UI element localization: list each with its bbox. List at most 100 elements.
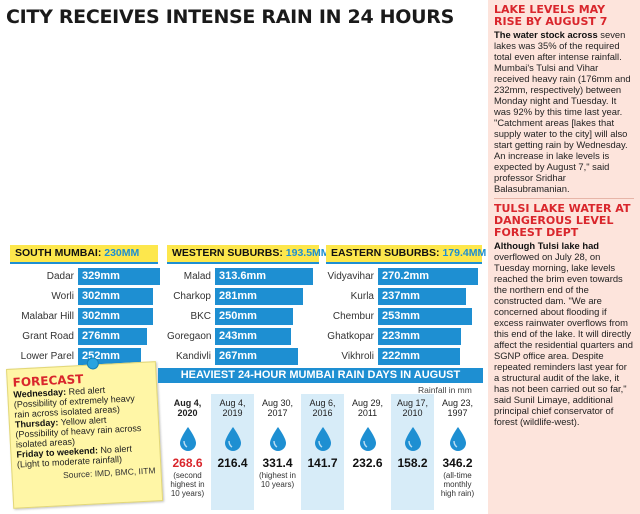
rain-day-value: 331.4 [262,456,293,470]
rain-bar: 302mm [78,308,153,325]
bar-label: Grant Road [22,331,74,342]
region-eastern-suburbs: EASTERN SUBURBS: 179.4MM Vidyavihar 270.2… [326,245,486,365]
raindrop-icon [269,427,286,451]
rain-day-value: 158.2 [397,456,428,470]
lake-levels-lead: The water stock across [494,29,598,40]
bar-label: Kurla [350,291,374,302]
rain-day-value: 216.4 [217,456,248,470]
rain-bar: 281mm [215,288,303,305]
raindrop-icon [224,427,241,451]
rain-bar: 313.6mm [215,268,313,285]
region-header: SOUTH MUMBAI: 230MM [10,245,158,262]
lake-levels-body: The water stock across seven lakes was 3… [494,29,634,194]
rain-day: Aug 4, 2020 268.6 (second highest in 10 ye… [166,394,209,510]
rain-bar: 302mm [78,288,153,305]
raindrop-icon [179,427,196,451]
sidebar: LAKE LEVELS MAY RISE BY AUGUST 7 The wat… [488,0,640,514]
rain-day: Aug 29, 2011 232.6 [346,394,389,510]
bar-label: Vidyavihar [327,271,374,282]
bar-row: Grant Road 276mm [10,328,158,346]
rain-bar: 253mm [378,308,472,325]
rain-day: Aug 30, 2017 331.4 (highest in 10 years) [256,394,299,510]
bar-row: Chembur 253mm [326,308,482,326]
bar-label: BKC [190,311,211,322]
rain-day: Aug 17, 2010 158.2 [391,394,434,510]
raindrop-icon [404,427,421,451]
region-total: 193.5MM [285,247,330,259]
bar-row: Vidyavihar 270.2mm [326,268,482,286]
rain-day-note: (all-time monthly high rain) [440,471,475,498]
rain-bar: 329mm [78,268,160,285]
bar-row: Malabar Hill 302mm [10,308,158,326]
bar-label: Worli [51,291,74,302]
raindrop-icon [449,427,466,451]
bar-row: Malad 313.6mm [167,268,319,286]
rain-day-note: (second highest in 10 years) [170,471,205,498]
tulsi-lake-text: overflowed on July 28, on Tuesday mornin… [494,251,633,427]
tulsi-lake-headline: TULSI LAKE WATER AT DANGEROUS LEVEL FORE… [494,202,631,239]
bar-row: Kandivli 267mm [167,348,319,366]
rain-day-value: 268.6 [172,456,203,470]
bar-label: Charkop [173,291,211,302]
rain-day: Aug 23, 1997 346.2 (all-time monthly high … [436,394,479,510]
raindrop-icon [359,427,376,451]
rain-day-date: Aug 17, 2010 [396,398,429,418]
rain-day: Aug 6, 2016 141.7 [301,394,344,510]
rain-day-date: Aug 4, 2019 [219,398,246,418]
rain-day-value: 346.2 [442,456,473,470]
rain-day-note: (highest in 10 years) [259,471,296,489]
region-name: EASTERN SUBURBS: [331,247,440,259]
region-name: WESTERN SUBURBS: [172,247,283,259]
rain-day-date: Aug 29, 2011 [351,398,384,418]
region-header: EASTERN SUBURBS: 179.4MM [326,245,486,262]
bar-row: Charkop 281mm [167,288,319,306]
region-divider [10,262,158,264]
lake-levels-headline: LAKE LEVELS MAY RISE BY AUGUST 7 [494,3,608,28]
bar-label: Dadar [46,271,74,282]
rain-day-date: Aug 4, 2020 [173,398,202,418]
bar-row: Kurla 237mm [326,288,482,306]
region-header: WESTERN SUBURBS: 193.5MM [167,245,330,262]
sidebar-divider [494,198,634,199]
bar-label: Malad [183,271,211,282]
rain-day: Aug 4, 2019 216.4 [211,394,254,510]
rain-bar: 270.2mm [378,268,478,285]
bar-row: BKC 250mm [167,308,319,326]
bar-label: Vikhroli [341,351,374,362]
region-south-mumbai: SOUTH MUMBAI: 230MM Dadar 329mm Worli 302mm… [10,245,160,365]
rain-day-date: Aug 30, 2017 [261,398,294,418]
region-total: 179.4MM [442,247,487,259]
pushpin-icon [86,357,100,370]
rain-bar: 222mm [378,348,460,365]
bar-label: Ghatkopar [327,331,374,342]
rain-bar: 223mm [378,328,461,345]
page-headline: CITY RECEIVES INTENSE RAIN IN 24 HOURS [6,6,454,28]
bar-label: Kandivli [175,351,211,362]
bar-row: Goregaon 243mm [167,328,319,346]
lake-levels-text: seven lakes was 35% of the required tota… [494,29,631,194]
rain-day-value: 141.7 [307,456,338,470]
bar-row: Dadar 329mm [10,268,160,286]
rain-bar: 276mm [78,328,147,345]
rain-bar: 250mm [215,308,293,325]
bar-label: Goregaon [167,331,212,342]
bar-label: Malabar Hill [21,311,74,322]
heaviest-days-banner: HEAVIEST 24-HOUR MUMBAI RAIN DAYS IN AUG… [158,368,483,383]
region-western-suburbs: WESTERN SUBURBS: 193.5MM Malad 313.6mm Cha… [167,245,330,365]
forecast-card: FORECAST Wednesday: Red alert (Possibilit… [6,357,164,509]
tulsi-lake-body: Although Tulsi lake had overflowed on Ju… [494,240,634,427]
rain-day-value: 232.6 [352,456,383,470]
bar-row: Worli 302mm [10,288,158,306]
tulsi-lake-lead: Although Tulsi lake had [494,240,600,251]
rain-bar: 267mm [215,348,298,365]
forecast-lines: Wednesday: Red alert (Possibility of extr… [13,382,155,470]
bar-row: Vikhroli 222mm [326,348,482,366]
raindrop-icon [314,427,331,451]
bar-label: Chembur [332,311,374,322]
bar-row: Ghatkopar 223mm [326,328,482,346]
rain-bar: 237mm [378,288,466,305]
region-divider [167,262,319,264]
rain-bar: 243mm [215,328,291,345]
rain-day-date: Aug 6, 2016 [309,398,336,418]
rain-day-date: Aug 23, 1997 [441,398,474,418]
